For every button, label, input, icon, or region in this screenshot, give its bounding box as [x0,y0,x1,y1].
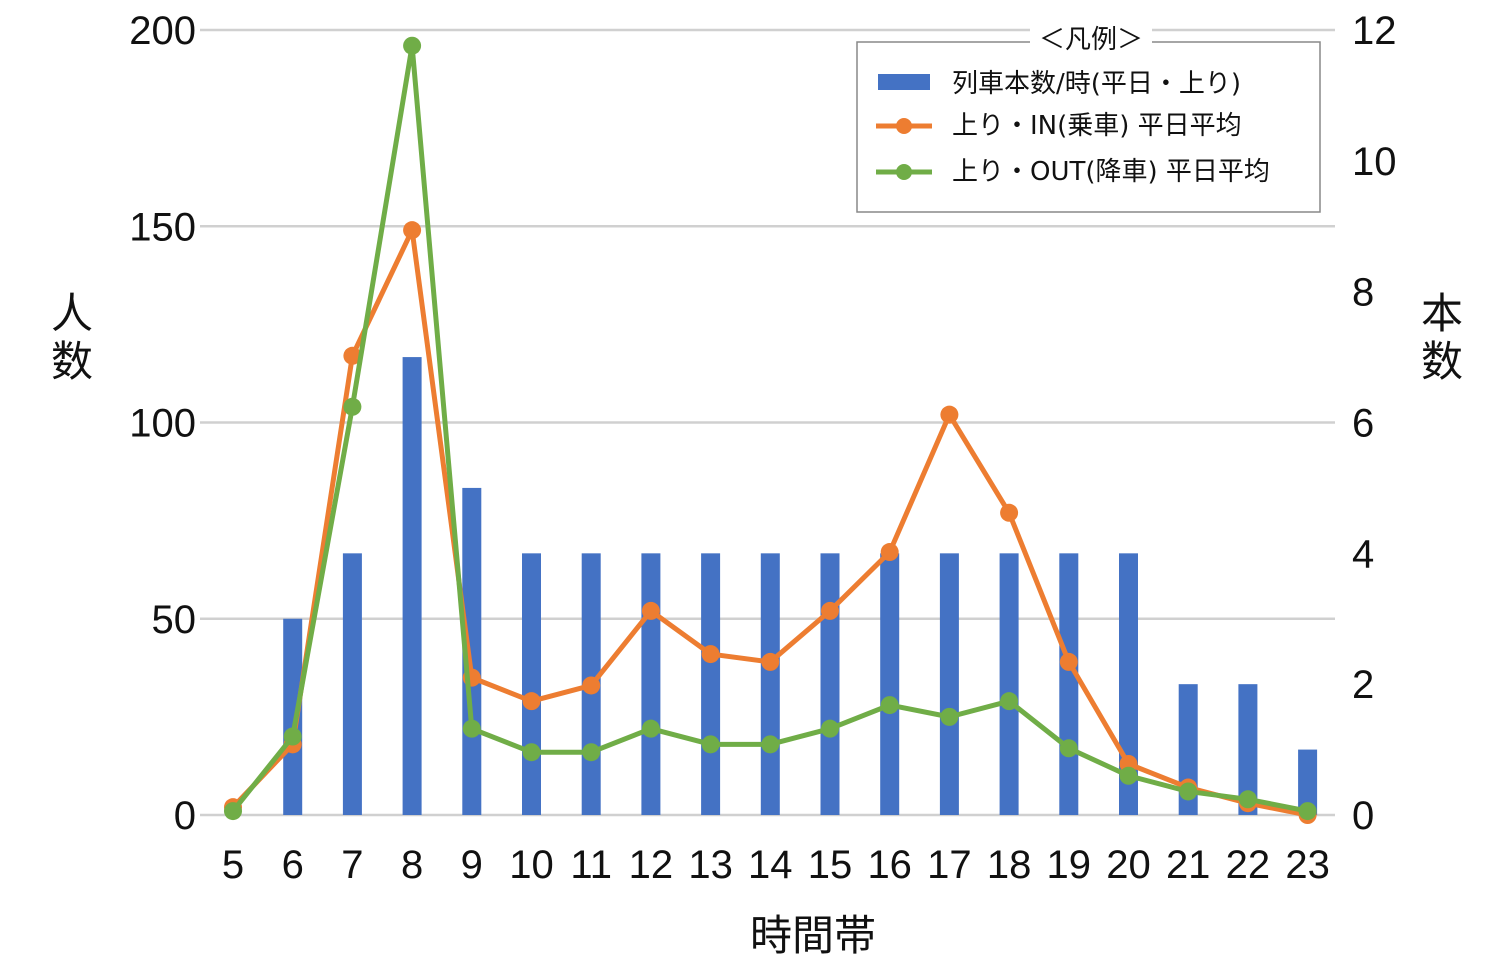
legend-box [856,41,1321,213]
x-tick-label: 23 [1285,843,1330,887]
x-tick-label: 22 [1226,843,1271,887]
legend-item-bars: 列車本数/時(平日・上り) [878,69,1241,99]
data-point [343,346,362,365]
legend-item-in: 上り・IN(乗車) 平日平均 [876,111,1242,141]
legend: ＜凡例＞ 列車本数/時(平日・上り) 上り・IN(乗車) 平日平均 上り・OUT… [856,22,1321,213]
data-point [522,743,541,762]
bar [522,553,541,815]
y-right-tick-label: 0 [1352,794,1374,838]
y-right-axis-title: 本数 [1421,289,1463,386]
legend-label-out: 上り・OUT(降車) 平日平均 [952,157,1270,187]
x-tick-label: 16 [867,843,912,887]
data-point [582,743,601,762]
data-point [1298,802,1317,821]
gridlines [200,28,1335,817]
data-point [821,719,839,738]
bar [283,618,303,815]
bar [999,553,1019,815]
x-tick-label: 9 [461,843,483,887]
bar [760,553,780,815]
legend-bar-swatch [878,74,930,90]
x-tick-label: 10 [509,843,554,887]
legend-title: ＜凡例＞ [1039,25,1143,55]
legend-marker-out [896,164,912,180]
x-tick-label: 19 [1047,843,1092,887]
data-point [761,735,780,754]
x-tick-label: 17 [927,843,972,887]
data-point [522,692,541,711]
x-tick-label: 12 [629,843,674,887]
data-point [582,676,601,695]
x-tick-label: 20 [1106,843,1151,887]
x-tick-label: 14 [748,843,793,887]
y-right-tick-label: 4 [1352,532,1374,576]
bar [342,553,362,815]
data-point [1119,766,1138,785]
x-axis-title: 時間帯 [750,911,876,960]
data-point [1059,652,1078,671]
data-point [641,719,660,738]
data-point [880,696,899,715]
x-tick-label: 8 [401,843,423,887]
data-point [1000,692,1019,711]
y-right-tick-label: 6 [1352,402,1374,446]
bar [939,553,959,815]
y-left-tick-label: 50 [152,598,197,642]
y-left-tick-label: 200 [129,9,196,53]
data-point [761,652,780,671]
data-point [880,543,899,562]
bar [820,553,840,815]
bar [1059,553,1079,815]
x-tick-label: 7 [341,843,363,887]
data-point [1179,782,1198,801]
legend-marker-in [896,118,912,134]
data-point [701,645,720,664]
y-left-axis-title: 人数 [51,289,93,386]
data-point [462,719,481,738]
x-tick-label: 15 [808,843,853,887]
bar [1119,553,1138,815]
legend-item-out: 上り・OUT(降車) 平日平均 [876,157,1270,187]
y-left-tick-label: 100 [129,402,196,446]
line-series [224,36,1317,824]
x-tick-label: 5 [222,843,244,887]
data-point [1059,739,1078,758]
bar [641,553,661,815]
data-point [1000,503,1019,522]
y-right-tick-label: 8 [1352,271,1374,315]
x-tick-label: 21 [1166,843,1211,887]
data-point [821,601,839,620]
y-right-tick-label: 2 [1352,663,1374,707]
data-point [403,36,422,55]
y-right-tick-label: 12 [1352,9,1397,53]
data-point [343,397,362,416]
legend-label-in: 上り・IN(乗車) 平日平均 [952,111,1242,141]
bar [701,553,721,815]
data-point [701,735,720,754]
y-left-tick-label: 150 [129,205,196,249]
bar [1238,684,1258,815]
legend-label-bars: 列車本数/時(平日・上り) [952,69,1241,99]
data-point [283,727,302,746]
data-point [1238,790,1257,809]
data-point [940,405,959,424]
data-point [403,221,422,240]
data-point [641,601,660,620]
data-point [940,707,959,726]
data-point [224,802,242,821]
legend-title-bg [1030,22,1152,58]
y-right-tick-label: 10 [1352,140,1397,184]
bar [402,357,422,815]
y-left-tick-label: 0 [174,794,196,838]
x-tick-label: 6 [282,843,304,887]
bar [1298,749,1318,815]
x-tick-label: 18 [987,843,1032,887]
x-tick-label: 11 [570,843,612,887]
bar [880,553,900,815]
x-tick-label: 13 [688,843,733,887]
